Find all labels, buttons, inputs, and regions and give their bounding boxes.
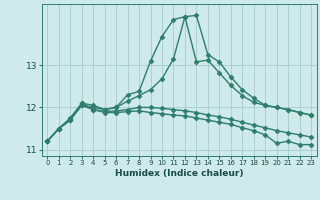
X-axis label: Humidex (Indice chaleur): Humidex (Indice chaleur) — [115, 169, 244, 178]
